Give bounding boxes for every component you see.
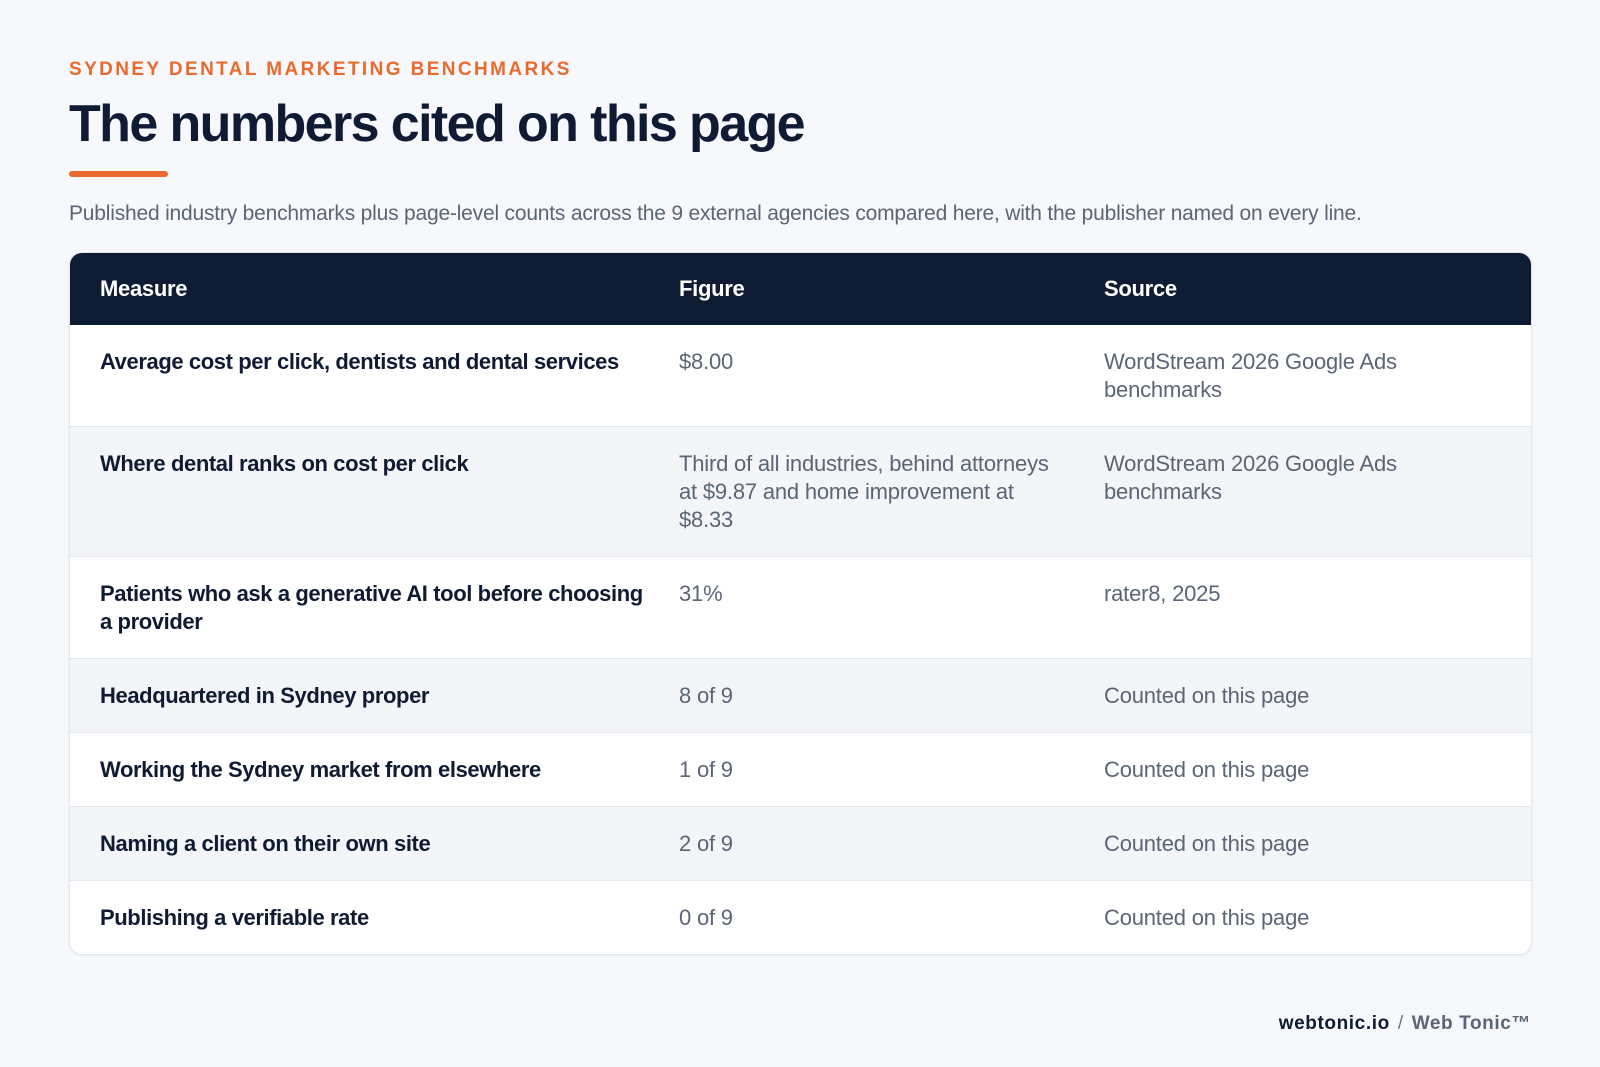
cell-figure: $8.00 [679, 349, 734, 374]
table-row: Average cost per click, dentists and den… [70, 325, 1531, 426]
footer-domain-link[interactable]: webtonic.io [1278, 1013, 1390, 1034]
eyebrow-label: SYDNEY DENTAL MARKETING BENCHMARKS [69, 59, 572, 80]
page-content: SYDNEY DENTAL MARKETING BENCHMARKS The n… [69, 58, 1532, 955]
table-body: Average cost per click, dentists and den… [70, 325, 1531, 954]
footer-brand: Web Tonic™ [1411, 1013, 1531, 1034]
table-row: Headquartered in Sydney proper 8 of 9 Co… [70, 658, 1531, 732]
cell-measure: Where dental ranks on cost per click [100, 451, 469, 476]
cell-source: WordStream 2026 Google Ads benchmarks [1104, 349, 1397, 402]
cell-source: Counted on this page [1104, 757, 1310, 782]
cell-source: Counted on this page [1104, 831, 1310, 856]
cell-source: rater8, 2025 [1104, 581, 1221, 606]
table-row: Publishing a verifiable rate 0 of 9 Coun… [70, 880, 1531, 954]
title-accent-bar [69, 171, 168, 177]
cell-measure: Headquartered in Sydney proper [100, 683, 430, 708]
cell-source: WordStream 2026 Google Ads benchmarks [1104, 451, 1397, 504]
cell-figure: 31% [679, 581, 723, 606]
table-row: Naming a client on their own site 2 of 9… [70, 806, 1531, 880]
benchmarks-table: Measure Figure Source Average cost per c… [69, 252, 1532, 955]
cell-measure: Publishing a verifiable rate [100, 905, 369, 930]
table-row: Patients who ask a generative AI tool be… [70, 556, 1531, 658]
cell-figure: Third of all industries, behind attorney… [679, 451, 1049, 532]
cell-measure: Average cost per click, dentists and den… [100, 349, 619, 374]
column-header-source: Source [1104, 276, 1177, 301]
table-header: Measure Figure Source [70, 253, 1531, 325]
footer-separator: / [1397, 1013, 1404, 1034]
cell-source: Counted on this page [1104, 905, 1310, 930]
cell-figure: 2 of 9 [679, 831, 733, 856]
table-row: Where dental ranks on cost per click Thi… [70, 426, 1531, 556]
footer-credit: webtonic.io / Web Tonic™ [1279, 1012, 1531, 1036]
cell-measure: Naming a client on their own site [100, 831, 431, 856]
column-header-figure: Figure [679, 276, 745, 301]
cell-figure: 0 of 9 [679, 905, 733, 930]
cell-figure: 1 of 9 [679, 757, 733, 782]
cell-measure: Working the Sydney market from elsewhere [100, 757, 541, 782]
cell-source: Counted on this page [1104, 683, 1310, 708]
page-title: The numbers cited on this page [69, 95, 806, 153]
table-row: Working the Sydney market from elsewhere… [70, 732, 1531, 806]
page-subtitle: Published industry benchmarks plus page-… [69, 202, 1362, 225]
column-header-measure: Measure [100, 276, 188, 301]
cell-figure: 8 of 9 [679, 683, 733, 708]
cell-measure: Patients who ask a generative AI tool be… [100, 581, 643, 634]
